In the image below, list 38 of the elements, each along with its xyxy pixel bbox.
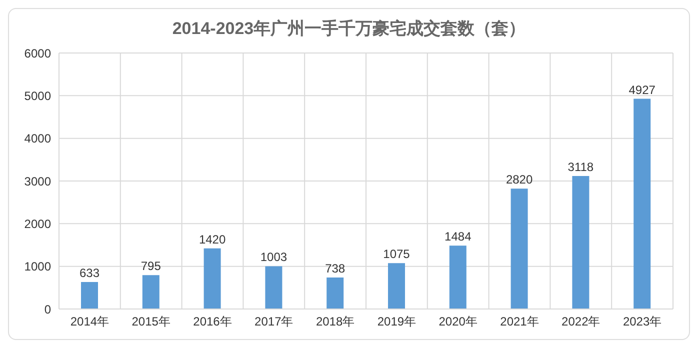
bar (204, 248, 221, 309)
bar (388, 263, 405, 309)
y-tick-label: 4000 (24, 132, 52, 146)
data-label: 1075 (383, 247, 410, 262)
y-tick-label: 1000 (24, 260, 52, 274)
y-tick-label: 6000 (24, 46, 52, 60)
x-tick-label: 2016年 (193, 314, 232, 329)
data-label: 795 (140, 259, 162, 274)
bar (326, 278, 344, 309)
x-tick-label: 2023年 (622, 314, 662, 329)
bar (81, 282, 98, 309)
x-tick-label: 2017年 (254, 314, 294, 329)
bar (634, 98, 651, 309)
y-tick-label: 2000 (24, 216, 52, 231)
data-label: 633 (79, 266, 100, 280)
x-tick-label: 2022年 (562, 314, 600, 329)
bar (142, 275, 160, 309)
x-tick-label: 2020年 (438, 314, 478, 329)
x-tick-label: 2014年 (70, 314, 110, 329)
y-tick-label: 0 (44, 302, 52, 316)
bar (265, 266, 282, 309)
y-tick-label: 5000 (24, 88, 52, 103)
x-tick-label: 2015年 (132, 314, 170, 329)
data-label: 1420 (198, 232, 226, 246)
x-tick-label: 2018年 (316, 314, 355, 329)
bar (449, 246, 466, 309)
x-tick-label: 2019年 (377, 314, 416, 329)
data-label: 1484 (444, 230, 472, 244)
bar (572, 176, 590, 309)
x-tick-label: 2021年 (500, 314, 539, 329)
data-label: 738 (325, 262, 346, 276)
y-tick-label: 3000 (24, 174, 52, 188)
bar (510, 188, 528, 309)
data-label: 2820 (506, 172, 533, 187)
data-label: 3118 (568, 160, 594, 174)
chart-title: 2014-2023年广州一手千万豪宅成交套数（套） (171, 18, 527, 40)
data-label: 1003 (260, 250, 288, 264)
data-label: 4927 (628, 82, 656, 97)
